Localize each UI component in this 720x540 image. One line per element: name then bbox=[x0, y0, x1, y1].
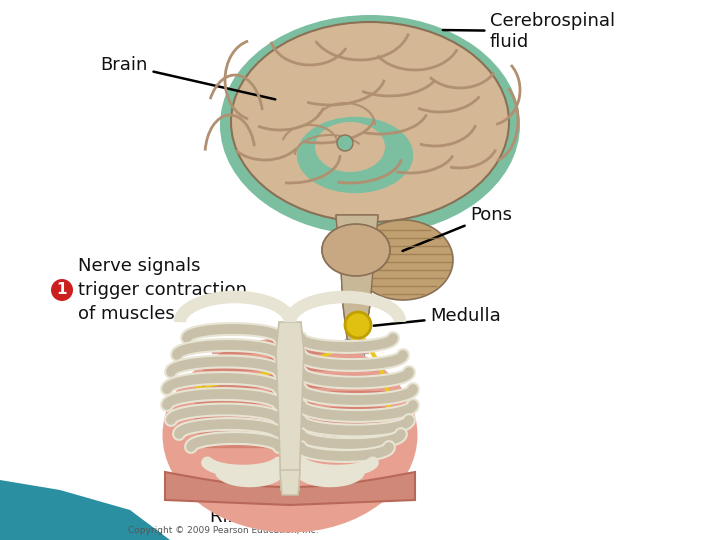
Ellipse shape bbox=[353, 220, 453, 300]
Ellipse shape bbox=[220, 15, 520, 235]
Circle shape bbox=[51, 279, 73, 301]
Text: Nerve signals
trigger contraction
of muscles: Nerve signals trigger contraction of mus… bbox=[78, 258, 247, 322]
Text: Medulla: Medulla bbox=[374, 307, 500, 326]
Text: Diaphragm: Diaphragm bbox=[228, 456, 328, 488]
Ellipse shape bbox=[322, 224, 390, 276]
Polygon shape bbox=[0, 480, 170, 540]
Polygon shape bbox=[276, 322, 304, 490]
Polygon shape bbox=[336, 215, 378, 360]
Text: 1: 1 bbox=[57, 282, 67, 298]
Text: Pons: Pons bbox=[402, 206, 512, 251]
Text: Brain: Brain bbox=[101, 56, 275, 99]
Text: Copyright © 2009 Pearson Education, Inc.: Copyright © 2009 Pearson Education, Inc. bbox=[128, 526, 318, 535]
Polygon shape bbox=[345, 340, 365, 390]
Ellipse shape bbox=[231, 22, 509, 222]
Ellipse shape bbox=[297, 118, 413, 192]
Text: Cerebrospinal
fluid: Cerebrospinal fluid bbox=[443, 12, 615, 51]
Polygon shape bbox=[280, 470, 300, 495]
Circle shape bbox=[337, 135, 353, 151]
Polygon shape bbox=[336, 215, 378, 360]
Text: Rib muscles: Rib muscles bbox=[201, 501, 319, 526]
Ellipse shape bbox=[315, 122, 385, 172]
Ellipse shape bbox=[163, 338, 418, 532]
Polygon shape bbox=[165, 472, 415, 505]
Circle shape bbox=[345, 312, 371, 338]
